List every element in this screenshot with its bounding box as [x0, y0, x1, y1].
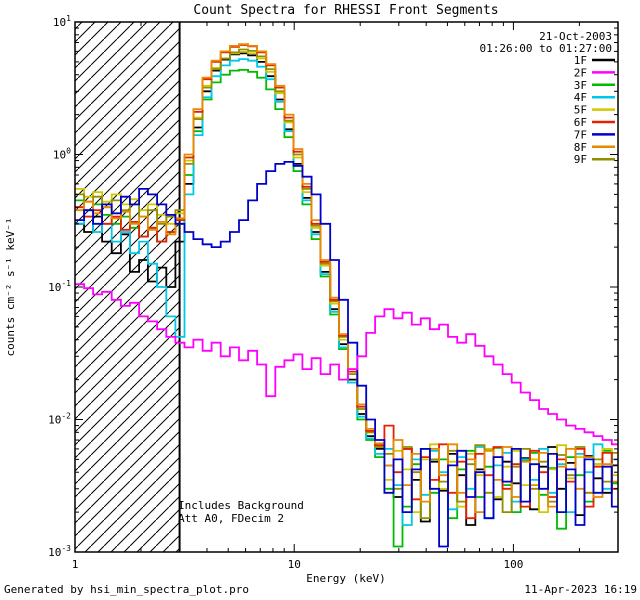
legend-label-5F: 5F: [574, 104, 587, 117]
legend-label-7F: 7F: [574, 128, 587, 141]
y-tick-label: 10-3: [48, 544, 71, 559]
x-tick-label: 10: [288, 558, 301, 571]
series-line-2F: [75, 283, 618, 446]
obs-time-range: 01:26:00 to 01:27:00: [480, 42, 612, 55]
legend-item-8F: 8F: [574, 141, 615, 154]
footer-generated-by: Generated by hsi_min_spectra_plot.pro: [4, 583, 249, 596]
x-tick-label: 1: [72, 558, 79, 571]
x-tick-label: 100: [503, 558, 523, 571]
series-line-7F: [75, 161, 618, 548]
legend-label-3F: 3F: [574, 79, 587, 92]
legend-label-4F: 4F: [574, 91, 587, 104]
legend-item-1F: 1F: [574, 54, 615, 67]
legend-label-8F: 8F: [574, 141, 587, 154]
y-axis-label: counts cm⁻² s⁻¹ keV⁻¹: [4, 217, 17, 356]
legend-label-6F: 6F: [574, 116, 587, 129]
y-tick-label: 10-1: [48, 279, 71, 294]
obs-date: 21-Oct-2003: [539, 30, 612, 43]
legend-label-1F: 1F: [574, 54, 587, 67]
legend-item-3F: 3F: [574, 79, 615, 92]
footer-datetime: 11-Apr-2023 16:19: [524, 583, 637, 596]
legend-item-2F: 2F: [574, 66, 615, 79]
legend-item-9F: 9F: [574, 153, 615, 166]
annotation-att-fdecim: Att A0, FDecim 2: [178, 512, 284, 525]
legend-label-2F: 2F: [574, 66, 587, 79]
legend-item-5F: 5F: [574, 104, 615, 117]
legend-item-7F: 7F: [574, 128, 615, 141]
y-tick-label: 10-2: [48, 412, 71, 427]
y-tick-label: 100: [53, 147, 71, 162]
legend-item-6F: 6F: [574, 116, 615, 129]
x-axis-label: Energy (keV): [306, 572, 385, 585]
chart-title: Count Spectra for RHESSI Front Segments: [193, 3, 498, 18]
legend-label-9F: 9F: [574, 153, 587, 166]
y-tick-label: 101: [53, 14, 71, 29]
legend-item-4F: 4F: [574, 91, 615, 104]
annotation-includes-background: Includes Background: [178, 499, 304, 512]
